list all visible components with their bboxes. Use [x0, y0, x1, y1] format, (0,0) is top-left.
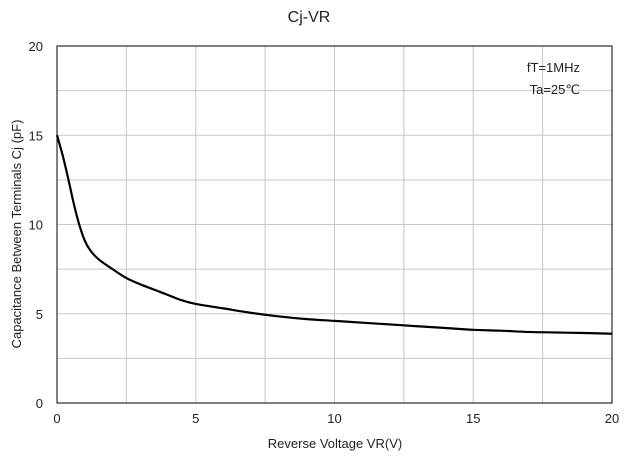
y-tick-labels: 0 5 10 15 20 [29, 39, 43, 411]
grid [57, 46, 612, 403]
x-tick-labels: 0 5 10 15 20 [53, 411, 619, 426]
series-line-0 [55, 134, 613, 335]
x-tick-label: 15 [466, 411, 480, 426]
y-tick-label: 0 [36, 396, 43, 411]
x-tick-label: 5 [192, 411, 199, 426]
x-tick-label: 0 [53, 411, 60, 426]
x-axis-label: Reverse Voltage VR(V) [268, 436, 402, 451]
x-tick-label: 10 [327, 411, 341, 426]
y-tick-label: 10 [29, 218, 43, 233]
annotation-temperature: Ta=25℃ [530, 82, 580, 97]
y-axis-label: Capacitance Between Terminals Cj (pF) [9, 120, 24, 349]
series-group [55, 134, 613, 335]
y-tick-label: 20 [29, 39, 43, 54]
y-tick-label: 5 [36, 307, 43, 322]
annotation-frequency: fT=1MHz [527, 60, 580, 75]
x-tick-label: 20 [605, 411, 619, 426]
chart-title: Cj-VR [288, 9, 331, 26]
y-tick-label: 15 [29, 128, 43, 143]
plot-area-frame [56, 45, 613, 404]
